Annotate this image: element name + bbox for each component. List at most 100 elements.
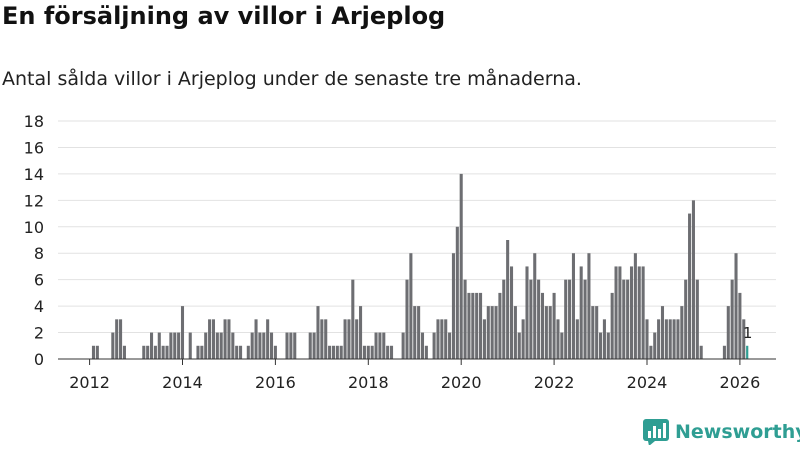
bar <box>285 332 289 359</box>
bar <box>552 292 556 359</box>
bar <box>328 345 332 359</box>
x-tick-label: 2022 <box>534 373 575 392</box>
bar <box>366 345 370 359</box>
bar <box>629 266 634 359</box>
bar <box>440 319 444 359</box>
bar <box>498 292 502 359</box>
bar <box>146 345 150 359</box>
bar <box>269 332 274 359</box>
x-tick-label: 2016 <box>255 373 296 392</box>
bar <box>610 292 614 359</box>
bar <box>722 345 726 359</box>
bar <box>494 306 498 359</box>
bar <box>382 332 386 359</box>
chart-title: En försäljning av villor i Arjeplog <box>2 2 446 30</box>
bar <box>509 266 514 359</box>
bar <box>200 345 204 359</box>
x-tick-label: 2018 <box>348 373 389 392</box>
data-labels: 1 <box>743 324 753 342</box>
bar <box>401 332 405 359</box>
bar <box>266 319 270 359</box>
x-tick-label: 2020 <box>441 373 482 392</box>
bar <box>544 306 548 359</box>
bar <box>742 319 746 359</box>
bar <box>633 253 637 359</box>
bar <box>579 266 583 359</box>
chart-grid <box>58 120 776 334</box>
bar <box>479 292 483 359</box>
bar <box>533 253 537 359</box>
bar <box>246 345 250 359</box>
bar <box>239 345 243 359</box>
bar <box>273 345 277 359</box>
x-tick-label: 2014 <box>162 373 203 392</box>
bar <box>525 266 529 359</box>
bar <box>548 306 552 359</box>
bar <box>448 332 452 359</box>
bar <box>95 345 99 359</box>
bar <box>560 332 564 359</box>
bar <box>653 332 657 359</box>
bar <box>312 332 316 359</box>
bar <box>463 279 467 359</box>
bar <box>424 345 428 359</box>
bar <box>436 319 440 359</box>
bar <box>614 266 618 359</box>
y-tick-label: 18 <box>24 112 44 131</box>
bar <box>502 279 506 359</box>
bar <box>389 345 394 359</box>
bar <box>122 345 126 359</box>
bar <box>161 345 165 359</box>
bar <box>649 345 653 359</box>
bar <box>351 279 355 359</box>
bar <box>680 306 684 359</box>
bar <box>645 319 649 359</box>
bar <box>362 345 366 359</box>
bar <box>223 319 227 359</box>
bar <box>378 332 382 359</box>
bar <box>177 332 181 359</box>
bar <box>664 319 668 359</box>
bar <box>335 345 339 359</box>
bar <box>359 306 363 359</box>
bar <box>730 279 734 359</box>
bar <box>587 253 591 359</box>
last-value-label: 1 <box>743 324 753 342</box>
bar <box>413 306 417 359</box>
bar <box>637 266 641 359</box>
y-axis-tick-labels: 0 2 4 6 8 10 12 14 16 18 <box>24 112 44 369</box>
newsworthy-logo-text: Newsworthy <box>675 421 800 443</box>
bar <box>308 332 312 359</box>
y-tick-label: 16 <box>24 138 44 157</box>
y-tick-label: 8 <box>34 244 44 263</box>
bar <box>641 266 645 359</box>
bar <box>475 292 479 359</box>
bar <box>355 319 359 359</box>
bar <box>254 319 258 359</box>
bar <box>568 279 572 359</box>
bar-highlighted <box>746 345 749 359</box>
bar <box>204 332 208 359</box>
bar <box>672 319 676 359</box>
bar <box>734 253 738 359</box>
bar <box>289 332 293 359</box>
bar <box>188 332 192 359</box>
bar <box>432 332 436 359</box>
bar <box>506 240 510 359</box>
bar <box>482 319 486 359</box>
bar <box>142 345 146 359</box>
bar <box>150 332 154 359</box>
bar <box>420 332 425 359</box>
bar <box>227 319 231 359</box>
bar <box>451 253 455 359</box>
bar <box>622 279 626 359</box>
bar <box>324 319 328 359</box>
bar <box>606 332 610 359</box>
bar <box>517 332 521 359</box>
chart-subtitle: Antal sålda villor i Arjeplog under de s… <box>2 68 582 90</box>
bar <box>521 319 525 359</box>
bar <box>695 279 699 359</box>
bar <box>169 332 173 359</box>
bar <box>513 306 517 359</box>
y-tick-label: 10 <box>24 218 44 237</box>
